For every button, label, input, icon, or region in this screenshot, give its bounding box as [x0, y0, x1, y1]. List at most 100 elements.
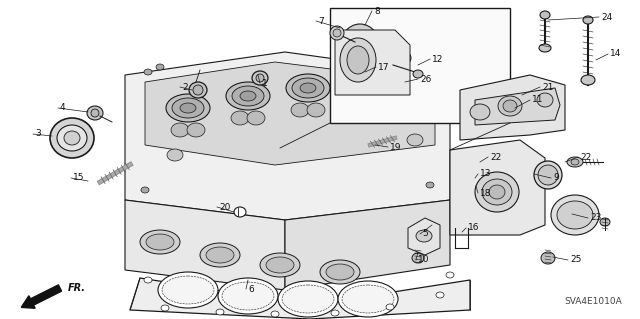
- Ellipse shape: [470, 104, 490, 120]
- Text: 1: 1: [262, 78, 268, 87]
- Text: 24: 24: [601, 12, 612, 21]
- Ellipse shape: [231, 111, 249, 125]
- Ellipse shape: [234, 207, 246, 217]
- Text: 5: 5: [422, 229, 428, 239]
- Polygon shape: [335, 30, 410, 95]
- Ellipse shape: [226, 82, 270, 110]
- Ellipse shape: [162, 276, 214, 304]
- Bar: [330, 8, 510, 123]
- Ellipse shape: [352, 72, 384, 92]
- Ellipse shape: [87, 106, 103, 120]
- Ellipse shape: [252, 71, 268, 85]
- Text: 23: 23: [590, 213, 602, 222]
- Polygon shape: [450, 140, 545, 235]
- Text: 16: 16: [468, 224, 479, 233]
- Ellipse shape: [232, 86, 264, 106]
- Ellipse shape: [50, 118, 94, 158]
- Polygon shape: [145, 62, 435, 165]
- Ellipse shape: [340, 38, 376, 82]
- Text: 8: 8: [374, 6, 380, 16]
- Ellipse shape: [557, 201, 593, 229]
- Ellipse shape: [537, 93, 553, 107]
- FancyArrow shape: [21, 285, 61, 308]
- Ellipse shape: [503, 100, 517, 112]
- Text: 15: 15: [73, 174, 84, 182]
- Ellipse shape: [386, 62, 394, 68]
- Ellipse shape: [286, 74, 330, 102]
- Ellipse shape: [534, 161, 562, 189]
- Ellipse shape: [307, 103, 325, 117]
- Ellipse shape: [222, 282, 274, 310]
- Ellipse shape: [347, 46, 369, 74]
- Ellipse shape: [330, 26, 344, 40]
- Ellipse shape: [156, 64, 164, 70]
- Ellipse shape: [399, 52, 411, 64]
- Ellipse shape: [541, 252, 555, 264]
- Ellipse shape: [426, 182, 434, 188]
- Ellipse shape: [416, 230, 432, 242]
- Polygon shape: [125, 200, 285, 290]
- Ellipse shape: [581, 75, 595, 85]
- Ellipse shape: [475, 172, 519, 212]
- Ellipse shape: [271, 311, 279, 317]
- Ellipse shape: [387, 65, 393, 71]
- Ellipse shape: [216, 309, 224, 315]
- Ellipse shape: [489, 185, 505, 199]
- Ellipse shape: [326, 264, 354, 280]
- Ellipse shape: [436, 292, 444, 298]
- Text: 18: 18: [480, 189, 492, 197]
- Ellipse shape: [353, 43, 367, 61]
- Ellipse shape: [140, 230, 180, 254]
- Ellipse shape: [187, 123, 205, 137]
- Ellipse shape: [278, 281, 338, 317]
- Ellipse shape: [538, 165, 558, 185]
- Ellipse shape: [300, 83, 316, 93]
- Polygon shape: [130, 278, 470, 319]
- Ellipse shape: [240, 91, 256, 101]
- Ellipse shape: [571, 159, 579, 165]
- Ellipse shape: [144, 69, 152, 75]
- Text: 10: 10: [418, 256, 429, 264]
- Text: 19: 19: [390, 143, 401, 152]
- Ellipse shape: [171, 123, 189, 137]
- Ellipse shape: [260, 253, 300, 277]
- Ellipse shape: [386, 304, 394, 310]
- Ellipse shape: [144, 277, 152, 283]
- Text: 22: 22: [580, 152, 591, 161]
- Polygon shape: [408, 218, 440, 255]
- Ellipse shape: [367, 97, 385, 111]
- Ellipse shape: [338, 24, 382, 80]
- Ellipse shape: [346, 34, 374, 70]
- Ellipse shape: [146, 234, 174, 250]
- Text: 11: 11: [532, 95, 543, 105]
- Ellipse shape: [416, 67, 424, 73]
- Polygon shape: [285, 200, 450, 290]
- Ellipse shape: [540, 11, 550, 19]
- Ellipse shape: [385, 63, 395, 73]
- Text: 25: 25: [570, 256, 581, 264]
- Text: FR.: FR.: [68, 283, 86, 293]
- Text: 3: 3: [35, 130, 41, 138]
- Ellipse shape: [166, 94, 210, 122]
- Ellipse shape: [482, 179, 512, 205]
- Polygon shape: [125, 52, 450, 220]
- Ellipse shape: [200, 243, 240, 267]
- Ellipse shape: [189, 82, 207, 98]
- Ellipse shape: [413, 70, 423, 78]
- Text: 20: 20: [219, 203, 230, 211]
- Ellipse shape: [247, 111, 265, 125]
- Ellipse shape: [158, 272, 218, 308]
- Text: 26: 26: [420, 75, 431, 84]
- Text: 13: 13: [480, 169, 492, 179]
- Ellipse shape: [491, 160, 519, 180]
- Text: 7: 7: [318, 17, 324, 26]
- Ellipse shape: [496, 164, 514, 176]
- Ellipse shape: [338, 281, 398, 317]
- Ellipse shape: [600, 218, 610, 226]
- Ellipse shape: [551, 195, 599, 235]
- Ellipse shape: [486, 159, 494, 165]
- Ellipse shape: [360, 77, 376, 87]
- Ellipse shape: [282, 285, 334, 313]
- Ellipse shape: [407, 134, 423, 146]
- Ellipse shape: [291, 103, 309, 117]
